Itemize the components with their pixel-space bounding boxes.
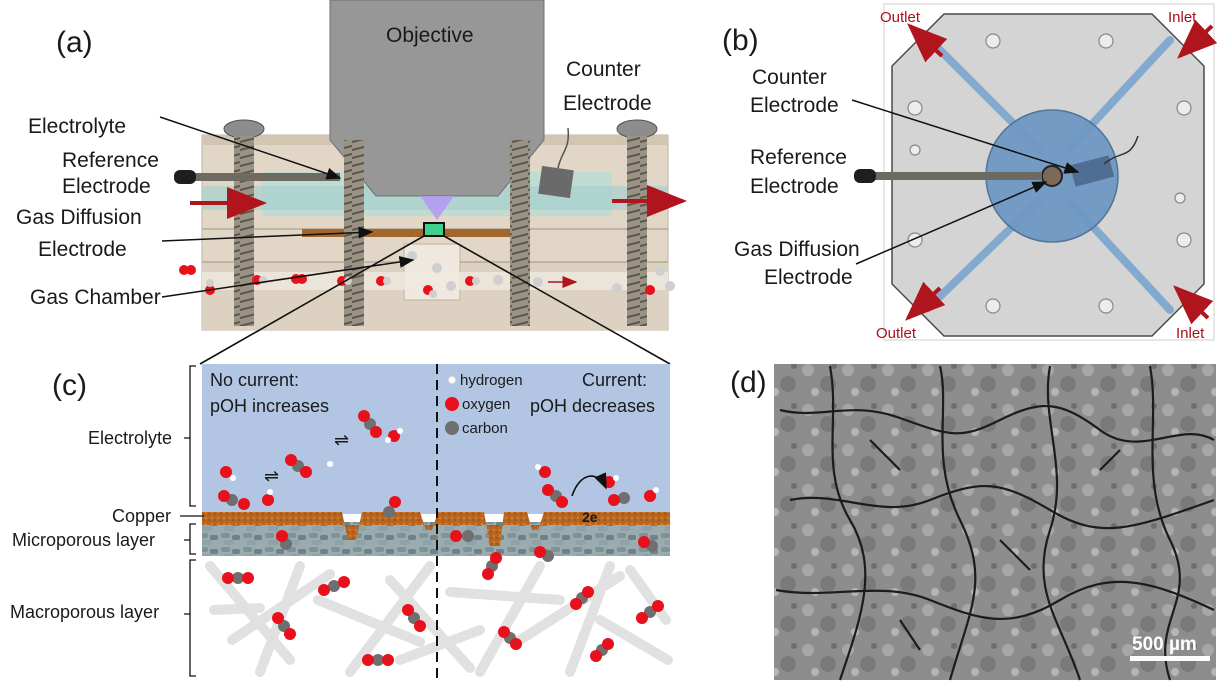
left-state-line2: pOH increases xyxy=(210,396,329,416)
inlet-top-label: Inlet xyxy=(1168,9,1197,26)
gde-label-line2: Electrode xyxy=(38,238,127,261)
b-counter-pointer xyxy=(851,99,1080,174)
inlet-top-arrow xyxy=(1177,19,1218,59)
b-gde-pointer xyxy=(855,181,1048,265)
legend-oxygen-swatch xyxy=(445,397,459,411)
counter-electrode-label-line2: Electrode xyxy=(563,92,652,115)
panel-c-molecules xyxy=(218,410,664,666)
layer-electrolyte-label: Electrolyte xyxy=(88,428,172,448)
electrons-label: 2e xyxy=(582,509,598,525)
b-reference-electrode-line2: Electrode xyxy=(750,175,839,198)
b-gde-line2: Electrode xyxy=(764,266,853,289)
panel-b: (b) Outlet Inlet Outlet xyxy=(722,3,1218,342)
electrolyte-pointer xyxy=(159,116,342,180)
reference-electrode-rod xyxy=(190,173,340,181)
panel-a-letter: (a) xyxy=(56,26,93,59)
outlet-top-label: Outlet xyxy=(880,9,921,26)
gas-chamber-label: Gas Chamber xyxy=(30,286,161,309)
counter-electrode-mesh xyxy=(538,165,574,199)
b-reference-electrode-line1: Reference xyxy=(750,146,847,169)
b-gde-line1: Gas Diffusion xyxy=(734,238,860,261)
reference-electrode-label-line1: Reference xyxy=(62,149,159,172)
copper-layer xyxy=(202,512,670,546)
panel-a: (a) Objective xyxy=(16,0,687,331)
objective-label: Objective xyxy=(386,24,474,47)
objective-lens xyxy=(329,0,545,197)
outlet-bottom-label: Outlet xyxy=(876,325,917,342)
panel-d: (d) 500 µm xyxy=(730,364,1216,681)
legend-carbon-swatch xyxy=(445,421,459,435)
panel-c: (c) No current: pOH increases Current: p… xyxy=(10,364,673,678)
legend-oxygen-label: oxygen xyxy=(462,396,510,413)
left-state-line1: No current: xyxy=(210,370,299,390)
sem-image xyxy=(774,364,1216,680)
scale-bar xyxy=(1130,656,1210,661)
outlet-bottom-arrow xyxy=(905,281,946,321)
sem-cracks xyxy=(775,365,1215,681)
b-counter-electrode-line2: Electrode xyxy=(750,94,839,117)
panel-d-letter: (d) xyxy=(730,366,767,399)
panel-c-letter: (c) xyxy=(52,369,87,402)
screw-right xyxy=(616,119,658,326)
right-state-line2: pOH decreases xyxy=(530,396,655,416)
b-counter-electrode-line1: Counter xyxy=(752,66,827,89)
brace-micro xyxy=(184,523,196,555)
brace-electrolyte xyxy=(184,365,196,507)
legend-hydrogen-label: hydrogen xyxy=(460,372,523,389)
zoom-line-right xyxy=(443,235,671,365)
scale-bar-label: 500 µm xyxy=(1132,634,1197,655)
zoom-line-left xyxy=(199,235,425,365)
gde-label-line1: Gas Diffusion xyxy=(16,206,142,229)
reaction-arrow xyxy=(571,472,607,497)
layer-microporous-label: Microporous layer xyxy=(12,530,155,550)
reference-electrode-label-line2: Electrode xyxy=(62,175,151,198)
layer-copper-label: Copper xyxy=(112,506,171,526)
equilibrium-2: ⇌ xyxy=(264,466,279,486)
screw-left xyxy=(223,119,265,326)
screw-holes xyxy=(907,33,1192,314)
counter-mesh-b xyxy=(1069,155,1115,187)
inlet-bottom-arrow xyxy=(1173,285,1214,325)
legend-carbon-label: carbon xyxy=(462,420,508,437)
brace-macro xyxy=(184,559,196,677)
electrolyte-label: Electrolyte xyxy=(28,115,126,138)
right-state-line1: Current: xyxy=(582,370,647,390)
gde-pointer xyxy=(161,226,374,242)
atom-legend: hydrogen oxygen carbon xyxy=(445,372,523,437)
counter-electrode-label-line1: Counter xyxy=(566,58,641,81)
legend-hydrogen-swatch xyxy=(448,376,456,384)
inlet-bottom-label: Inlet xyxy=(1176,325,1205,342)
panel-b-letter: (b) xyxy=(722,24,759,57)
gde-strip xyxy=(302,229,516,237)
equilibrium-1: ⇌ xyxy=(334,430,349,450)
gde-highlight xyxy=(423,222,445,237)
ref-electrode-rod-b xyxy=(870,172,1042,180)
outlet-top-arrow xyxy=(907,23,948,63)
screw-mid-right xyxy=(510,140,530,326)
layer-macroporous-label: Macroporous layer xyxy=(10,602,159,622)
